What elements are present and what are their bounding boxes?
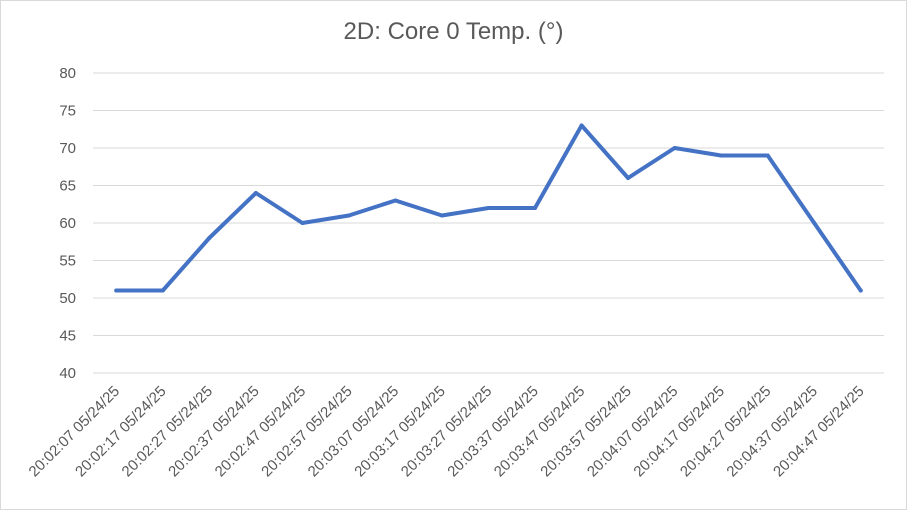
data-point bbox=[812, 221, 817, 225]
y-tick-label: 80 bbox=[59, 65, 76, 82]
data-point bbox=[253, 191, 258, 195]
y-tick-label: 65 bbox=[59, 178, 76, 195]
data-point bbox=[719, 153, 724, 158]
data-point bbox=[393, 198, 398, 203]
data-point bbox=[160, 288, 165, 293]
data-point bbox=[626, 176, 631, 180]
data-point bbox=[300, 221, 305, 225]
y-tick-label: 40 bbox=[59, 365, 76, 382]
data-point bbox=[114, 288, 119, 293]
series-layer bbox=[114, 123, 863, 293]
y-tick-label: 45 bbox=[59, 328, 76, 345]
gridlines bbox=[93, 72, 884, 374]
y-tick-label: 60 bbox=[59, 215, 76, 232]
y-tick-label: 75 bbox=[59, 103, 76, 120]
data-point bbox=[207, 236, 212, 240]
y-tick-label: 70 bbox=[59, 140, 76, 157]
chart-title: 2D: Core 0 Temp. (°) bbox=[343, 18, 564, 45]
x-tick-label: 20:04:47 05/24/25 bbox=[770, 383, 868, 481]
data-point bbox=[346, 213, 351, 218]
data-point bbox=[533, 206, 538, 210]
data-point bbox=[439, 213, 444, 218]
data-point bbox=[672, 146, 677, 150]
y-axis-ticks: 40 45 50 55 60 65 70 75 80 bbox=[59, 65, 76, 382]
y-tick-label: 55 bbox=[59, 253, 76, 270]
y-tick-label: 50 bbox=[59, 290, 76, 307]
data-point bbox=[579, 123, 584, 128]
data-point bbox=[765, 153, 770, 158]
data-point bbox=[486, 206, 491, 210]
data-point bbox=[858, 288, 863, 293]
